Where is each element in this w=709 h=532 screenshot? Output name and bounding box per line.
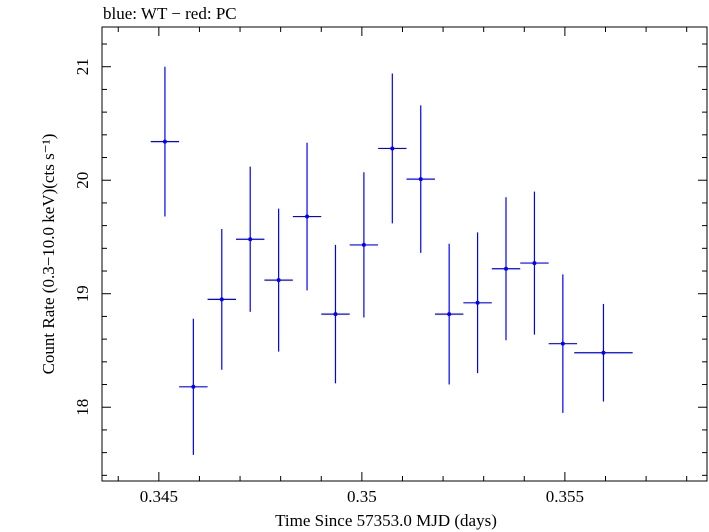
x-axis-ticks: 0.345 0.35 0.355: [117, 27, 688, 506]
y-tick-label: 18: [73, 399, 92, 416]
y-axis-ticks: 18 19 20 21: [73, 43, 707, 476]
x-tick-label: 0.35: [347, 487, 377, 506]
data-point: [463, 232, 492, 374]
data-point: [548, 274, 578, 413]
data-point: [520, 191, 549, 335]
data-marker: [475, 300, 480, 305]
y-tick-label: 19: [73, 285, 92, 302]
data-point: [349, 172, 379, 318]
data-point: [434, 243, 464, 385]
data-point: [179, 318, 208, 455]
data-point: [150, 66, 180, 217]
data-marker: [248, 237, 253, 242]
data-points: [150, 66, 633, 455]
data-point: [264, 208, 293, 352]
data-point: [406, 105, 435, 253]
y-tick-label: 21: [73, 58, 92, 75]
data-point: [378, 73, 407, 224]
data-marker: [276, 278, 281, 283]
data-point: [321, 244, 350, 384]
data-marker: [560, 341, 565, 346]
data-marker: [418, 177, 423, 182]
y-axis-title: Count Rate (0.3−10.0 keV)(cts s⁻¹): [39, 134, 58, 375]
data-marker: [219, 297, 224, 302]
data-point: [292, 142, 322, 291]
data-point: [491, 197, 521, 341]
data-marker: [601, 350, 606, 355]
data-marker: [447, 312, 452, 317]
data-marker: [333, 312, 338, 317]
data-marker: [504, 266, 509, 271]
x-axis-title: Time Since 57353.0 MJD (days): [275, 511, 497, 530]
x-tick-label: 0.345: [140, 487, 178, 506]
data-marker: [162, 139, 167, 144]
data-marker: [532, 261, 537, 266]
data-marker: [390, 146, 395, 151]
data-point: [235, 166, 265, 312]
data-point: [207, 229, 236, 370]
data-marker: [305, 214, 310, 219]
chart-title: blue: WT − red: PC: [103, 4, 237, 23]
y-tick-label: 20: [73, 172, 92, 189]
x-tick-label: 0.355: [546, 487, 584, 506]
plot-frame: [101, 26, 708, 482]
data-marker: [191, 384, 196, 389]
data-marker: [361, 242, 366, 247]
data-point: [574, 303, 633, 402]
